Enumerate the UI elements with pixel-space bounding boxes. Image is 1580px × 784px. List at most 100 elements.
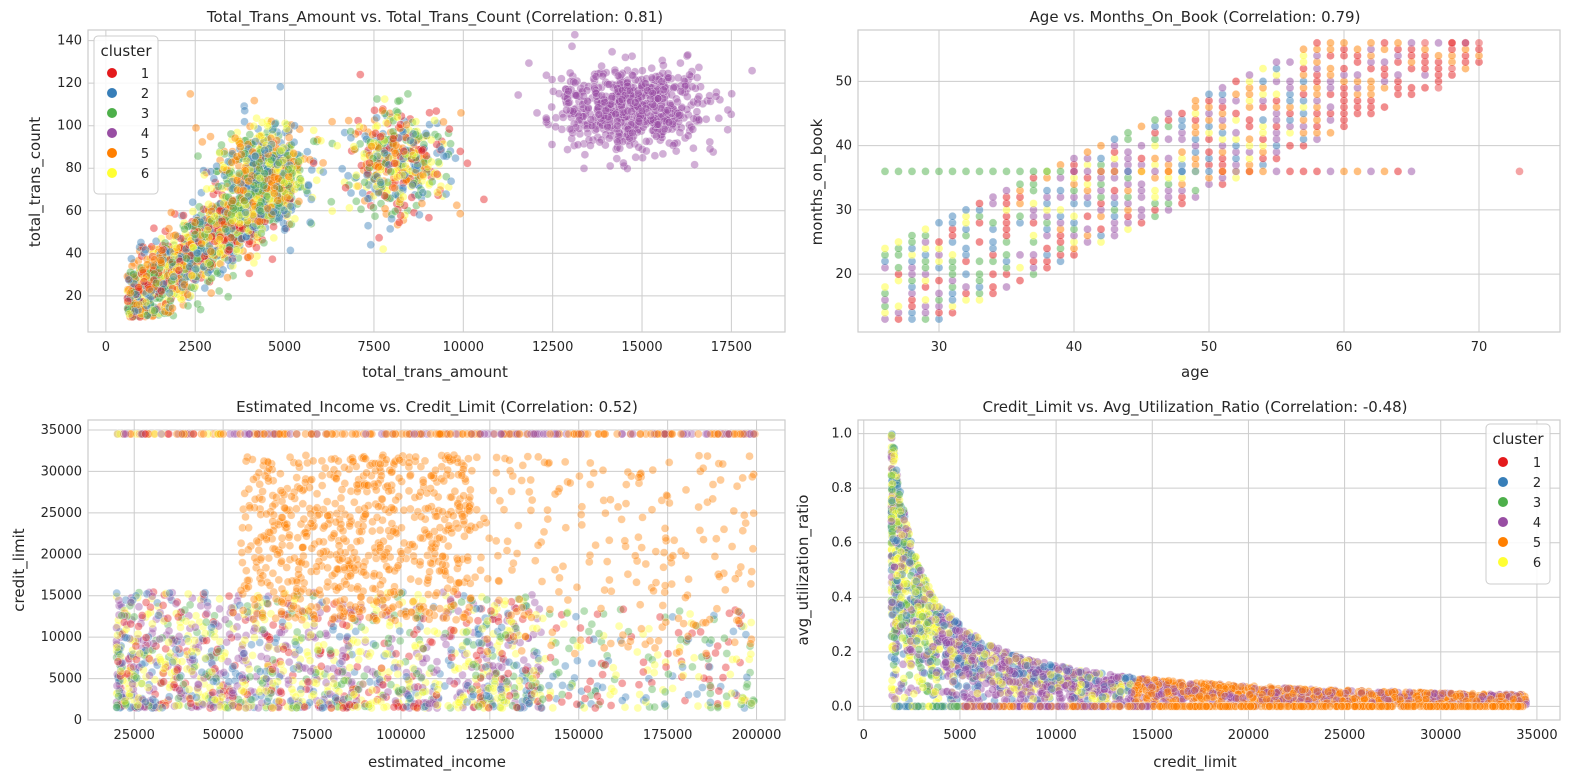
panel-3-point — [329, 622, 338, 632]
panel-3-point — [383, 687, 393, 697]
panel-1-point — [671, 146, 681, 156]
panel-2-point — [1258, 115, 1268, 125]
panel-1-point — [182, 254, 191, 263]
panel-4-ylabel: avg_utilization_ratio — [794, 495, 813, 646]
panel-3-point — [432, 657, 442, 666]
panel-1-point — [197, 270, 206, 280]
panel-2-point — [1447, 38, 1457, 48]
panel-2-ytick-label: 50 — [835, 74, 852, 89]
panel-1-point — [193, 299, 202, 309]
panel-1-point — [193, 151, 203, 161]
panel-1-point — [705, 144, 715, 154]
panel-3-point — [391, 649, 401, 659]
panel-1-point — [646, 94, 655, 104]
panel-3-point — [367, 685, 377, 695]
panel-2-point — [1231, 109, 1241, 118]
panel-2-point — [1096, 141, 1106, 150]
panel-1-point — [212, 162, 221, 171]
panel-1-point — [200, 170, 209, 180]
panel-2-point — [1137, 179, 1146, 189]
panel-1-point — [376, 132, 385, 142]
panel-2-point — [948, 212, 957, 221]
panel-3-point — [409, 629, 419, 639]
panel-1-point — [408, 129, 418, 139]
panel-1-point — [380, 94, 389, 104]
panel-2-xtick-label: 30 — [931, 340, 948, 355]
panel-1-point — [305, 218, 315, 227]
panel-1-point — [580, 150, 590, 159]
panel-1-point — [203, 277, 213, 286]
panel-1-point — [125, 288, 135, 298]
panel-2-point — [1515, 167, 1524, 176]
panel-1-point — [613, 137, 622, 147]
panel-1-point — [628, 71, 638, 80]
panel-3-point — [176, 623, 185, 632]
panel-4-xtick-label: 5000 — [943, 728, 976, 743]
panel-3-ytick-label: 5000 — [49, 672, 82, 687]
panel-1-point — [296, 176, 306, 185]
panel-1-point — [683, 50, 693, 60]
panel-1-ylabel: total_trans_count — [26, 117, 45, 247]
panel-1-point — [417, 199, 427, 208]
panel-1-point — [634, 89, 643, 98]
panel-3-ytick-label: 30000 — [41, 464, 82, 479]
panel-1-point — [191, 264, 201, 274]
panel-1-point — [637, 106, 647, 116]
panel-2-point — [880, 244, 890, 253]
panel-1-point — [337, 164, 347, 174]
panel-1-point — [372, 121, 382, 131]
panel-1-point — [197, 239, 206, 248]
panel-3-point — [331, 693, 340, 703]
panel-1-point — [200, 283, 210, 293]
panel-2-point — [1110, 186, 1119, 195]
panel-3-point — [377, 663, 386, 673]
panel-2-point — [1029, 250, 1038, 260]
panel-3-point — [512, 660, 521, 670]
panel-2-point — [1380, 38, 1389, 48]
panel-3-point — [457, 597, 466, 607]
panel-2-point — [1245, 70, 1254, 80]
panel-4-ytick-label: 0.0 — [831, 699, 852, 714]
panel-2-point — [1204, 167, 1214, 176]
panel-1-point — [246, 251, 255, 261]
panel-1-point — [251, 137, 260, 146]
panel-1-point — [675, 128, 685, 137]
panel-4-xtick-label: 0 — [860, 728, 868, 743]
panel-1-point — [456, 147, 465, 156]
panel-1-point — [240, 196, 249, 206]
panel-1-point — [174, 266, 184, 275]
panel-2-point — [1461, 38, 1470, 48]
panel-1-point — [203, 225, 212, 235]
panel-1-point — [223, 273, 232, 282]
panel-2-ytick-label: 40 — [835, 139, 852, 154]
panel-1-point — [282, 193, 292, 203]
panel-1-point — [136, 238, 146, 247]
panel-2-point — [1177, 147, 1187, 157]
panel-1-point — [451, 153, 460, 163]
panel-2-point — [961, 282, 971, 292]
panel-1-point — [134, 283, 143, 292]
panel-2-point — [1069, 167, 1079, 176]
panel-1-point — [316, 136, 326, 145]
panel-1-point — [307, 195, 316, 204]
panel-1-point — [280, 225, 289, 235]
panel-1-point — [352, 197, 361, 206]
panel-2-point — [1420, 38, 1430, 48]
panel-1-point — [685, 70, 694, 80]
panel-3: Estimated_Income vs. Credit_Limit (Corre… — [10, 398, 638, 772]
panel-1-point — [156, 286, 166, 296]
panel-1-point — [260, 145, 269, 155]
panel-1-point — [611, 109, 620, 119]
panel-2-point — [1420, 83, 1430, 93]
panel-2-point — [1002, 167, 1011, 176]
panel-1-point — [659, 61, 668, 70]
panel-3-point — [183, 589, 193, 599]
panel-1-xtick-label: 17500 — [711, 340, 752, 355]
panel-1-point — [674, 111, 684, 120]
panel-1-point — [572, 91, 581, 100]
panel-1-point — [363, 221, 373, 230]
panel-2-point — [1042, 167, 1052, 176]
panel-1-point — [160, 238, 170, 248]
panel-2-ytick-label: 30 — [835, 203, 852, 218]
